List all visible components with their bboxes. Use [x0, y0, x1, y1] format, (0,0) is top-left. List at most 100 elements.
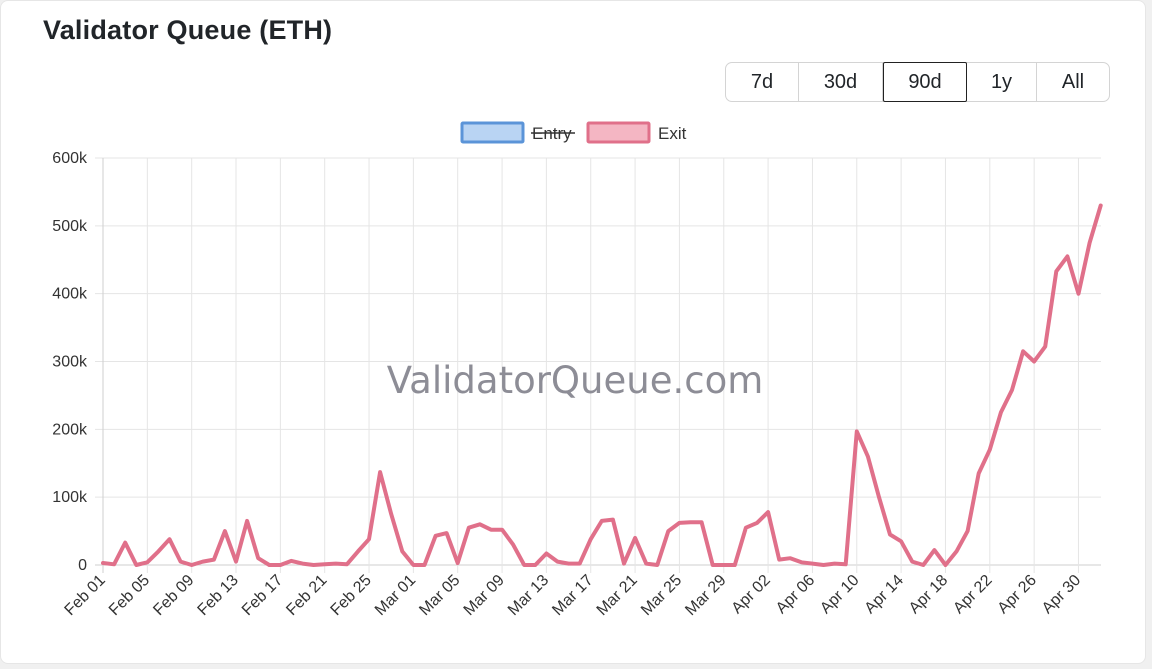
data-point-exit	[278, 563, 282, 567]
y-tick-label: 500k	[52, 218, 88, 235]
watermark: ValidatorQueue.com	[387, 359, 764, 402]
x-tick-label: Feb 25	[328, 572, 375, 619]
data-point-exit	[223, 529, 227, 533]
legend-item-entry[interactable]: Entry	[460, 121, 575, 144]
range-button-all[interactable]: All	[1061, 71, 1085, 93]
data-point-exit	[511, 543, 515, 547]
data-point-exit	[145, 560, 149, 564]
y-tick-label: 300k	[52, 354, 88, 371]
data-point-exit	[666, 529, 670, 533]
data-point-exit	[822, 563, 826, 567]
data-point-exit	[899, 539, 903, 543]
legend-label-exit: Exit	[658, 124, 687, 143]
data-point-exit	[256, 556, 260, 560]
data-point-exit	[1088, 241, 1092, 245]
x-tick-label: Mar 09	[461, 572, 508, 619]
data-point-exit	[810, 562, 814, 566]
data-point-exit	[622, 562, 626, 566]
legend-item-exit[interactable]: Exit	[586, 121, 687, 144]
data-point-exit	[378, 470, 382, 474]
data-point-exit	[445, 531, 449, 535]
x-tick-label: Apr 26	[995, 572, 1040, 617]
data-point-exit	[334, 562, 338, 566]
data-point-exit	[1065, 254, 1069, 258]
range-button-30d[interactable]: 30d	[799, 63, 883, 101]
data-point-exit	[156, 549, 160, 553]
x-tick-label: Apr 10	[817, 572, 862, 617]
data-point-exit	[234, 560, 238, 564]
data-point-exit	[921, 563, 925, 567]
x-tick-label: Mar 25	[638, 572, 685, 619]
data-point-exit	[677, 521, 681, 525]
x-tick-label: Apr 06	[773, 572, 818, 617]
range-button-90d[interactable]: 90d	[883, 62, 967, 102]
y-tick-label: 400k	[52, 286, 88, 303]
x-tick-label: Mar 01	[372, 572, 419, 619]
series-line-exit	[101, 203, 1103, 567]
data-point-exit	[467, 526, 471, 530]
data-point-exit	[977, 471, 981, 475]
data-point-exit	[367, 537, 371, 541]
data-point-exit	[1076, 292, 1080, 296]
data-point-exit	[589, 537, 593, 541]
chart-grid	[95, 157, 1101, 573]
data-point-exit	[1032, 360, 1036, 364]
data-point-exit	[855, 429, 859, 433]
data-point-exit	[345, 562, 349, 566]
y-tick-label: 600k	[52, 150, 88, 167]
data-point-exit	[777, 558, 781, 562]
data-point-exit	[799, 560, 803, 564]
data-point-exit	[988, 448, 992, 452]
data-point-exit	[711, 563, 715, 567]
data-point-exit	[866, 454, 870, 458]
data-point-exit	[755, 521, 759, 525]
x-tick-label: Apr 14	[862, 572, 907, 617]
data-point-exit	[1021, 349, 1025, 353]
data-point-exit	[567, 562, 571, 566]
x-tick-label: Mar 29	[682, 572, 729, 619]
x-tick-label: Feb 21	[283, 572, 330, 619]
data-point-exit	[766, 510, 770, 514]
data-point-exit	[212, 558, 216, 562]
legend-swatch-entry	[460, 121, 525, 144]
x-tick-label: Mar 17	[549, 572, 596, 619]
data-point-exit	[788, 556, 792, 560]
x-tick-label: Apr 30	[1039, 572, 1084, 617]
data-point-exit	[123, 541, 127, 545]
data-point-exit	[955, 549, 959, 553]
data-point-exit	[456, 561, 460, 565]
data-point-exit	[489, 528, 493, 532]
x-tick-label: Mar 13	[505, 572, 552, 619]
data-point-exit	[478, 522, 482, 526]
data-point-exit	[190, 563, 194, 567]
data-point-exit	[999, 410, 1003, 414]
y-tick-label: 200k	[52, 421, 88, 438]
data-point-exit	[966, 529, 970, 533]
data-point-exit	[844, 562, 848, 566]
chart-legend: Entry Exit	[460, 121, 687, 144]
data-point-exit	[888, 532, 892, 536]
data-point-exit	[411, 563, 415, 567]
range-button-7d[interactable]: 7d	[726, 63, 799, 101]
data-point-exit	[611, 518, 615, 522]
data-point-exit	[134, 563, 138, 567]
data-point-exit	[733, 563, 737, 567]
data-point-exit	[700, 520, 704, 524]
y-tick-label: 0	[78, 557, 87, 574]
data-point-exit	[168, 537, 172, 541]
data-point-exit	[910, 560, 914, 564]
data-point-exit	[633, 536, 637, 540]
data-point-exit	[833, 562, 837, 566]
data-point-exit	[877, 495, 881, 499]
x-tick-label: Apr 18	[906, 572, 951, 617]
data-point-exit	[434, 534, 438, 538]
data-point-exit	[1010, 388, 1014, 392]
data-point-exit	[301, 562, 305, 566]
x-tick-label: Mar 21	[594, 572, 641, 619]
data-point-exit	[689, 520, 693, 524]
data-point-exit	[112, 562, 116, 566]
data-point-exit	[179, 560, 183, 564]
range-button-1y[interactable]: 1y	[967, 63, 1037, 101]
